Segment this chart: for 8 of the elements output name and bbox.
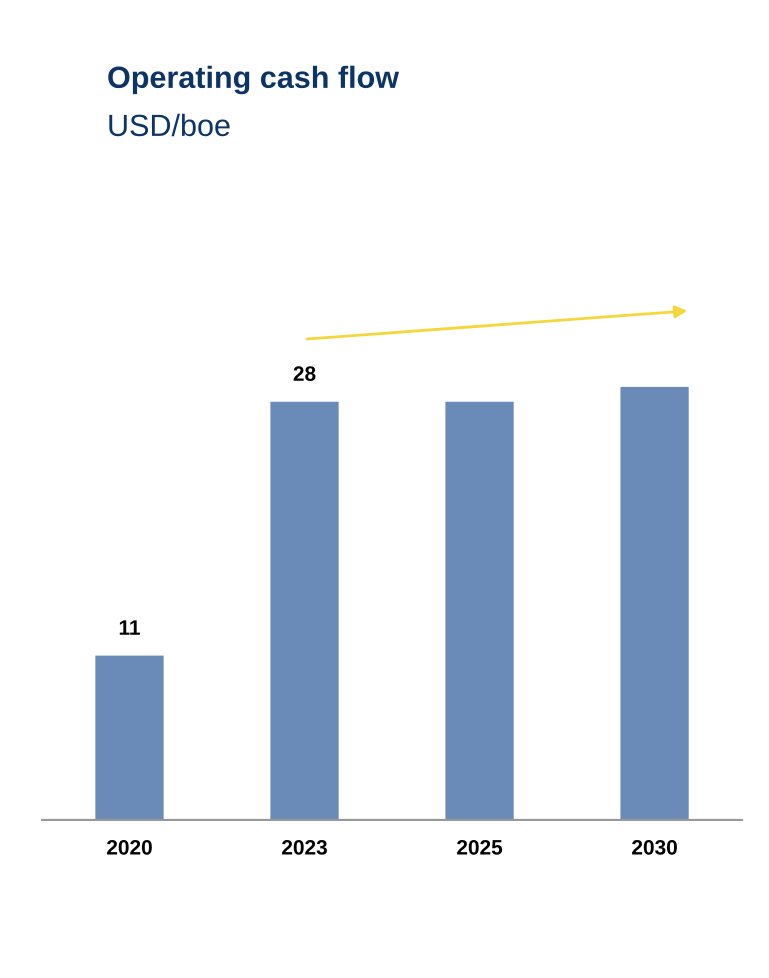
x-tick-label: 2023 xyxy=(282,840,327,855)
chart-title: Operating cash flow xyxy=(108,66,400,94)
data-label: 28 xyxy=(294,366,316,382)
x-tick-label: 2025 xyxy=(457,840,502,855)
x-tick-label: 2030 xyxy=(632,840,677,855)
chart-subtitle: USD/boe xyxy=(109,114,230,136)
data-label: 11 xyxy=(120,620,140,635)
x-tick-label: 2020 xyxy=(107,840,152,855)
